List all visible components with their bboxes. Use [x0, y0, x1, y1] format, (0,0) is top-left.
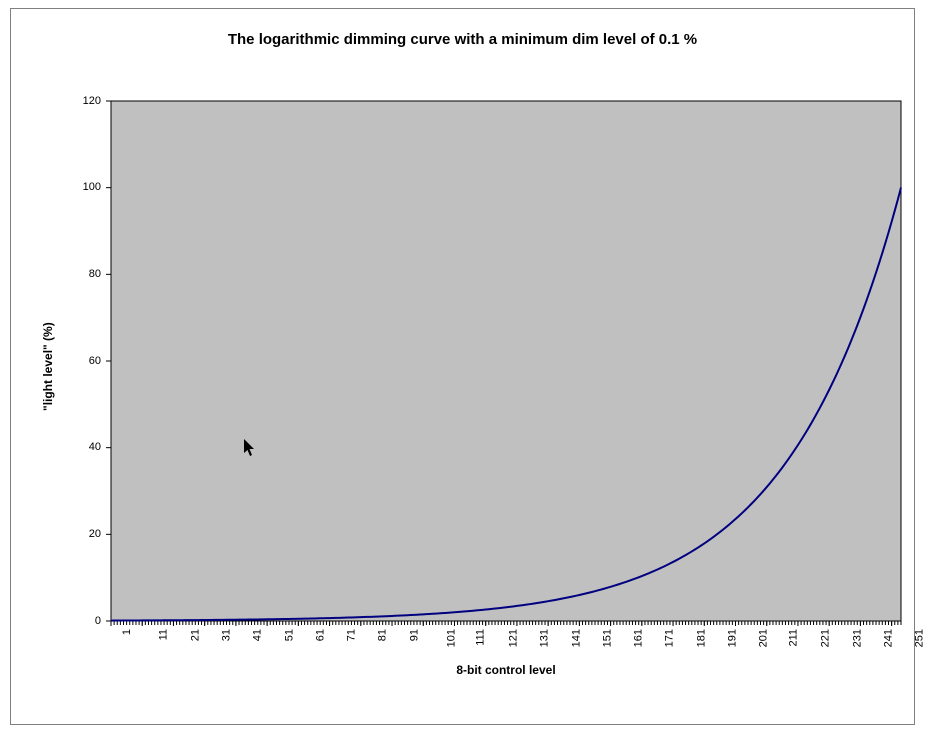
x-tick-label: 81 — [377, 629, 389, 641]
x-tick-label: 91 — [408, 629, 420, 641]
x-tick-label: 241 — [882, 629, 894, 647]
x-tick-label: 31 — [220, 629, 232, 641]
chart-canvas: The logarithmic dimming curve with a min… — [0, 0, 927, 733]
x-tick-label: 11 — [157, 629, 169, 640]
x-tick-label: 41 — [252, 629, 264, 641]
chart-title: The logarithmic dimming curve with a min… — [11, 31, 914, 48]
x-tick-label: 231 — [851, 629, 863, 647]
x-tick-label: 221 — [820, 629, 832, 647]
y-tick-label: 80 — [61, 268, 101, 280]
x-tick-label: 151 — [601, 629, 613, 647]
y-axis-label: "light level" (%) — [41, 322, 55, 411]
x-tick-label: 161 — [632, 629, 644, 647]
x-tick-label: 71 — [345, 629, 357, 641]
y-tick-label: 40 — [61, 441, 101, 453]
x-tick-label: 171 — [664, 629, 676, 647]
y-tick-label: 100 — [61, 181, 101, 193]
x-tick-label: 111 — [475, 629, 487, 646]
x-tick-label: 61 — [314, 629, 326, 641]
x-axis-label: 8-bit control level — [111, 663, 901, 677]
x-tick-label: 121 — [508, 629, 520, 647]
x-tick-label: 181 — [695, 629, 707, 647]
x-tick-label: 101 — [445, 629, 457, 647]
y-tick-label: 120 — [61, 95, 101, 107]
x-tick-label: 141 — [570, 629, 582, 647]
x-tick-label: 131 — [539, 629, 551, 647]
y-tick-label: 0 — [61, 615, 101, 627]
x-tick-label: 211 — [788, 629, 800, 647]
x-tick-label: 191 — [726, 629, 738, 647]
y-tick-label: 20 — [61, 528, 101, 540]
plot-area — [111, 101, 901, 621]
y-tick-label: 60 — [61, 355, 101, 367]
plot-svg — [111, 101, 901, 621]
x-tick-label: 1 — [121, 629, 133, 635]
chart-frame: The logarithmic dimming curve with a min… — [10, 8, 915, 725]
x-tick-label: 21 — [189, 629, 201, 641]
x-tick-label: 251 — [913, 629, 925, 647]
x-tick-label: 201 — [757, 629, 769, 647]
x-tick-label: 51 — [283, 629, 295, 641]
